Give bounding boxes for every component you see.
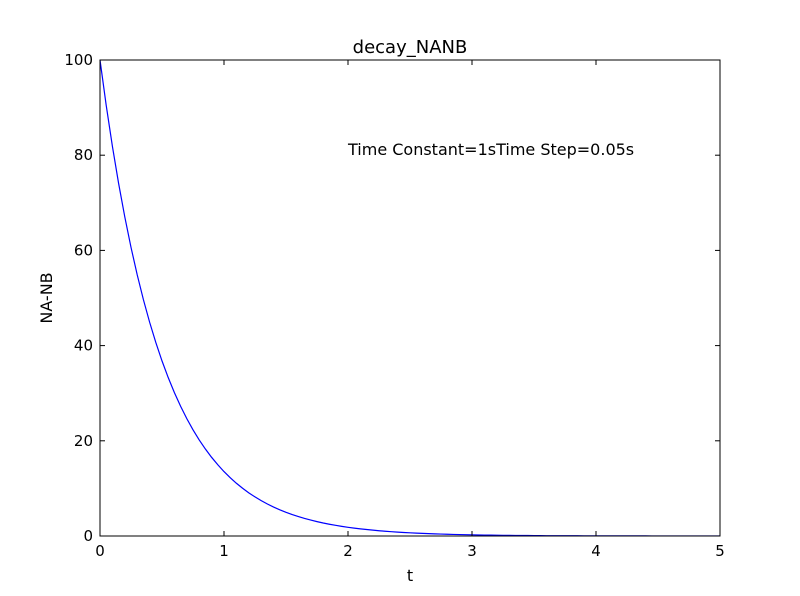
x-tick-label: 3 (467, 542, 477, 560)
x-tick-label: 5 (715, 542, 725, 560)
time-constant-annotation: Time Constant=1sTime Step=0.05s (347, 140, 634, 159)
x-tick-label: 1 (219, 542, 229, 560)
plot-frame (99, 59, 721, 537)
y-tick-label: 20 (74, 432, 93, 450)
y-tick-label: 100 (64, 51, 93, 69)
series-line-0 (99, 59, 720, 537)
x-tick-label: 0 (95, 542, 105, 560)
x-tick-label: 4 (591, 542, 601, 560)
y-tick-label: 40 (74, 337, 93, 355)
x-tick-label: 2 (343, 542, 353, 560)
x-axis-label: t (407, 566, 413, 585)
y-axis-label: NA-NB (37, 272, 56, 323)
y-tick-label: 60 (74, 241, 93, 259)
y-tick-label: 80 (74, 146, 93, 164)
chart-title: decay_NANB (353, 37, 468, 58)
y-tick-label: 0 (83, 527, 93, 545)
